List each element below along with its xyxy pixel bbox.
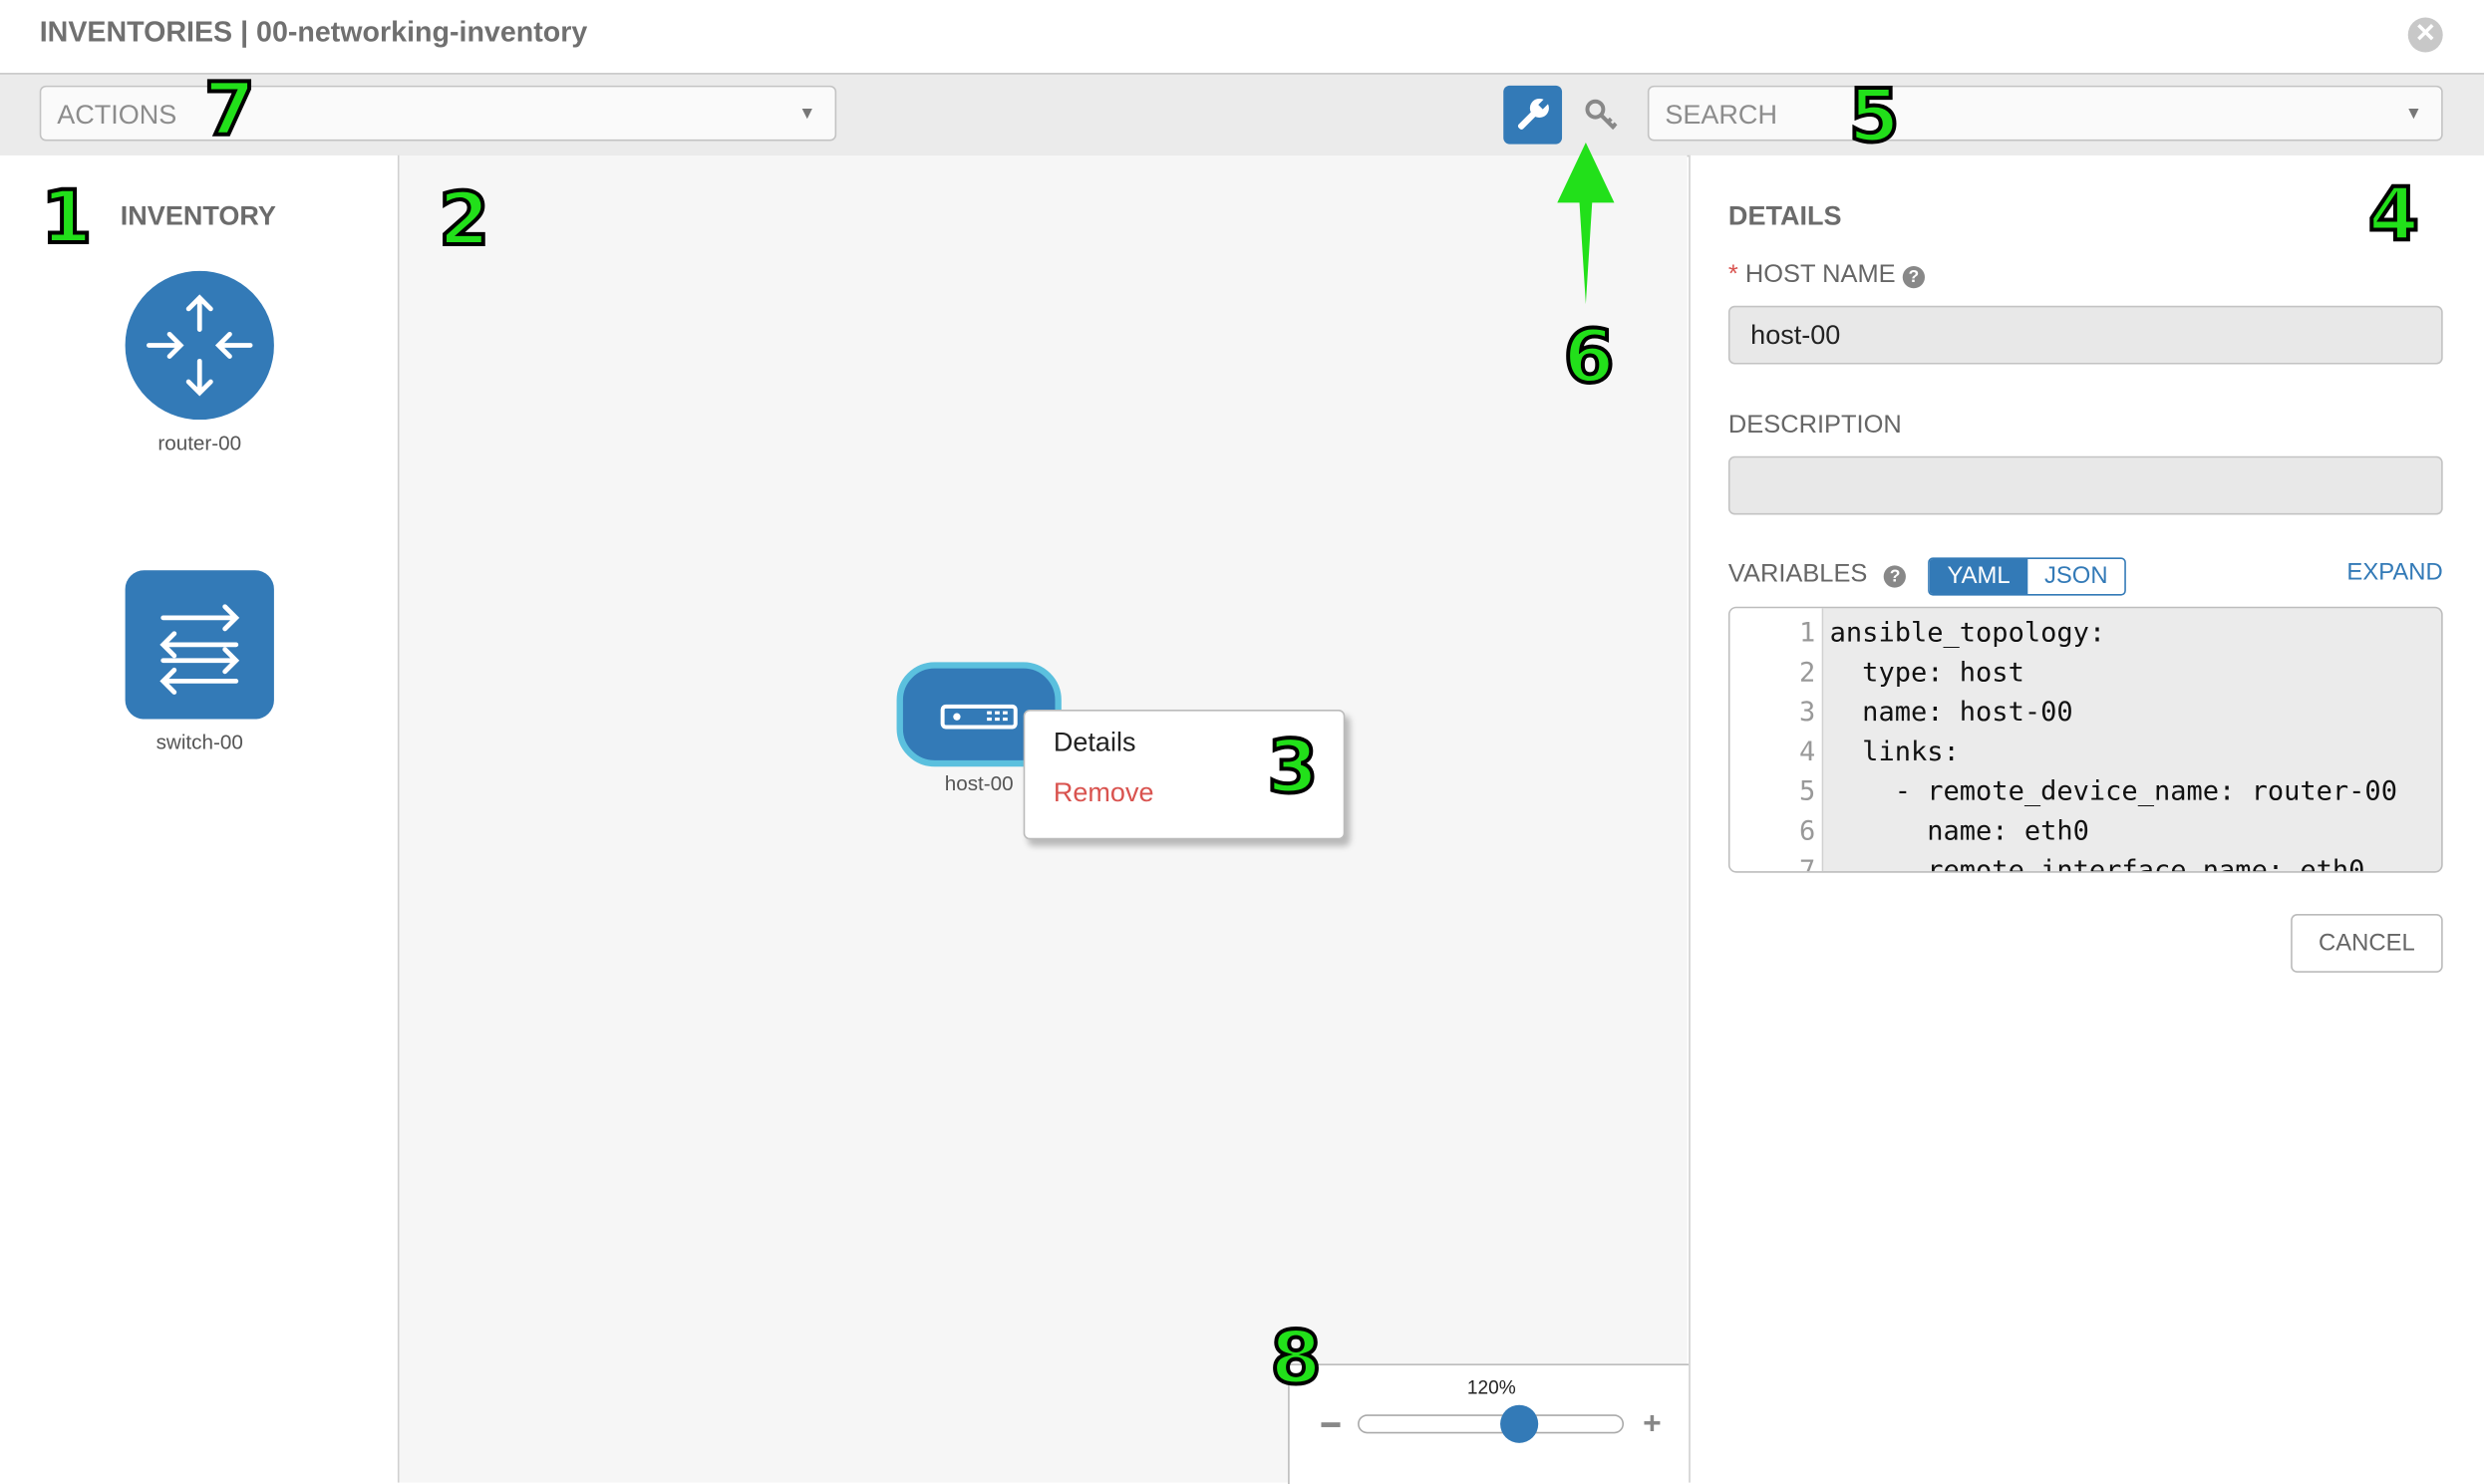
annotation-1: 1 <box>39 173 94 260</box>
menu-item-details[interactable]: Details <box>1053 727 1136 757</box>
code-line: ansible_topology: <box>1829 617 2106 650</box>
line-number: 4 <box>1799 737 1816 768</box>
router-label: router-00 <box>157 431 242 455</box>
wrench-icon <box>1517 98 1550 130</box>
required-mark: * <box>1727 261 1738 289</box>
variables-label: VARIABLES ? <box>1727 560 1907 590</box>
chevron-down-icon: ▼ <box>2404 104 2423 124</box>
actions-placeholder: ACTIONS <box>57 100 177 131</box>
line-number: 6 <box>1799 815 1816 848</box>
code-line: type: host <box>1829 657 2024 690</box>
help-icon[interactable]: ? <box>1884 565 1907 588</box>
wrench-button[interactable] <box>1503 85 1563 145</box>
annotation-3: 3 <box>1265 724 1320 810</box>
host-label: host-00 <box>944 770 1014 795</box>
line-number: 7 <box>1799 855 1816 873</box>
menu-item-remove[interactable]: Remove <box>1053 777 1154 808</box>
variables-editor[interactable]: 1 2 3 4 5 6 7 ansible_topology: type: host nam… <box>1727 606 2443 873</box>
router-icon <box>125 270 274 421</box>
help-icon[interactable]: ? <box>1902 266 1925 289</box>
details-title: DETAILS <box>1727 200 1842 232</box>
code-line: links: <box>1829 737 1960 768</box>
description-input[interactable] <box>1727 455 2443 515</box>
search-dropdown[interactable]: SEARCH ▼ <box>1647 85 2443 142</box>
line-number: 5 <box>1799 775 1816 808</box>
chevron-down-icon: ▼ <box>798 104 816 124</box>
code-line: name: host-00 <box>1829 697 2073 730</box>
yaml-toggle[interactable]: YAML <box>1929 559 2028 594</box>
json-toggle[interactable]: JSON <box>2043 562 2108 590</box>
annotation-4: 4 <box>2366 170 2421 257</box>
inventory-title: INVENTORY <box>120 200 276 232</box>
key-button[interactable] <box>1581 95 1622 144</box>
close-icon[interactable]: ✕ <box>2407 17 2443 53</box>
switch-label: switch-00 <box>155 730 243 754</box>
line-number: 2 <box>1799 657 1816 690</box>
annotation-6: 6 <box>1562 313 1617 400</box>
variables-label-text: VARIABLES <box>1727 560 1868 588</box>
switch-icon <box>125 570 274 720</box>
key-icon <box>1585 99 1618 131</box>
inventory-item-switch[interactable] <box>125 570 274 727</box>
description-label: DESCRIPTION <box>1727 412 1902 440</box>
annotation-7: 7 <box>202 66 257 152</box>
code-line: name: eth0 <box>1829 815 2089 848</box>
annotation-2: 2 <box>437 175 491 262</box>
host-name-label-text: HOST NAME <box>1744 261 1896 289</box>
annotation-5: 5 <box>1847 73 1902 158</box>
actions-dropdown[interactable]: ACTIONS ▼ <box>39 85 837 142</box>
annotation-8: 8 <box>1269 1315 1324 1400</box>
zoom-in-icon[interactable]: + <box>1643 1406 1662 1442</box>
line-number: 1 <box>1799 617 1816 650</box>
inventory-item-router[interactable] <box>125 270 274 428</box>
zoom-slider[interactable] <box>1358 1414 1625 1434</box>
host-name-label: * HOST NAME ? <box>1728 261 1925 290</box>
expand-link[interactable]: EXPAND <box>2346 559 2443 587</box>
zoom-panel: 120% + <box>1288 1363 1690 1484</box>
zoom-level: 120% <box>1466 1376 1516 1399</box>
line-number-gutter: 1 2 3 4 5 6 7 <box>1729 608 1824 873</box>
host-icon <box>940 704 1018 730</box>
cancel-button[interactable]: CANCEL <box>2291 914 2443 973</box>
format-toggle: YAML JSON <box>1928 557 2126 596</box>
context-menu: Details Remove <box>1023 710 1346 840</box>
page-title: INVENTORIES | 00-networking-inventory <box>39 15 588 48</box>
line-number: 3 <box>1799 697 1816 730</box>
code-line: - remote_device_name: router-00 <box>1829 775 2397 808</box>
zoom-out-icon[interactable] <box>1321 1422 1341 1427</box>
code-line: remote_interface_name: eth0 <box>1829 855 2365 873</box>
annotation-arrow-icon <box>1557 143 1615 305</box>
host-name-input[interactable]: host-00 <box>1727 305 2443 365</box>
search-placeholder: SEARCH <box>1665 100 1777 131</box>
zoom-slider-handle[interactable] <box>1500 1404 1539 1443</box>
